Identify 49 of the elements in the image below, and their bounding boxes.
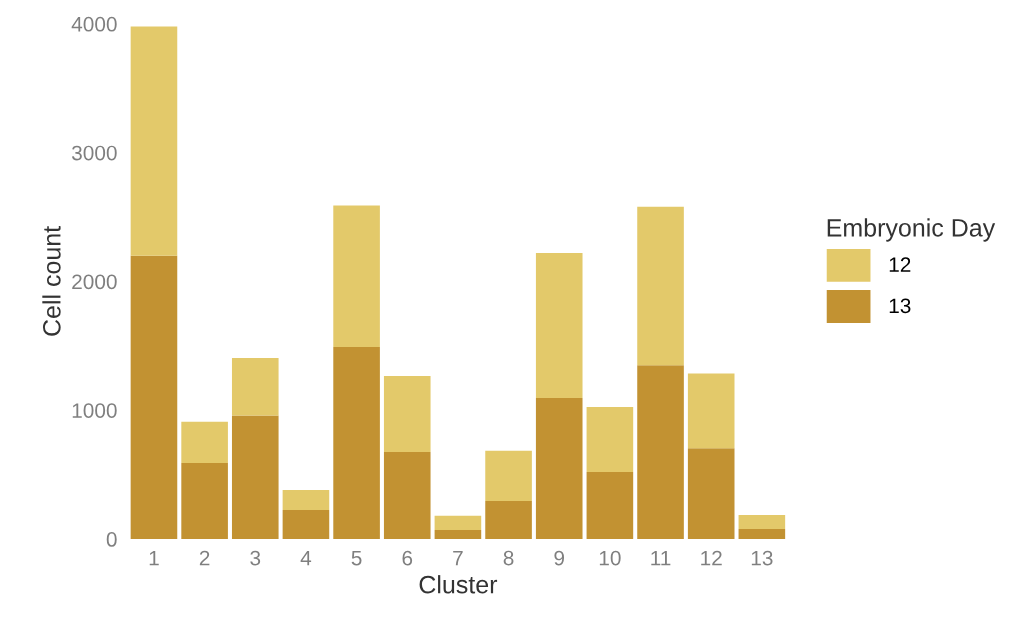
bar	[383, 376, 431, 453]
y-tick-label: 4000	[71, 16, 117, 32]
bar	[738, 528, 786, 540]
x-tick-label: 10	[599, 550, 621, 566]
x-tick-label: 1	[149, 550, 159, 566]
bar	[687, 373, 735, 449]
bar	[282, 490, 330, 511]
y-tick-label: 3000	[71, 145, 117, 161]
x-tick-label: 6	[402, 550, 413, 566]
bar	[231, 358, 279, 416]
x-tick-label: 11	[651, 550, 671, 566]
x-tick-label: 13	[751, 550, 773, 566]
x-tick-label: 9	[554, 550, 565, 566]
bar	[231, 415, 279, 540]
bar	[485, 501, 532, 540]
legend-title: Embryonic Day	[827, 218, 996, 242]
bar	[535, 253, 583, 398]
bar	[333, 347, 380, 540]
bar	[434, 530, 482, 540]
legend-label: 13	[889, 298, 911, 314]
bar	[586, 472, 634, 540]
x-tick-label: 3	[250, 550, 261, 566]
x-tick-label: 7	[453, 550, 463, 566]
x-tick-label: 5	[351, 550, 362, 566]
bar	[130, 255, 178, 540]
x-tick-label: 12	[701, 550, 722, 566]
y-tick-label: 1000	[72, 403, 117, 418]
bar	[637, 206, 684, 366]
bar	[181, 421, 228, 464]
legend-label: 12	[889, 257, 911, 272]
bar	[333, 205, 380, 348]
x-tick-label: 2	[199, 550, 210, 566]
bar	[485, 450, 532, 502]
bar	[434, 515, 482, 531]
bar	[687, 448, 735, 540]
x-tick-label: 8	[503, 550, 514, 566]
bar	[738, 515, 786, 529]
bar	[586, 407, 634, 473]
bar	[535, 397, 583, 540]
bar	[637, 365, 684, 540]
bar	[282, 510, 330, 540]
y-tick-label: 2000	[72, 274, 117, 290]
bar	[130, 26, 178, 256]
y-tick-label: 0	[106, 532, 117, 547]
bar	[181, 463, 228, 540]
x-tick-label: 4	[300, 550, 312, 566]
bar	[383, 452, 431, 540]
x-axis-title: Cluster	[419, 575, 498, 594]
y-axis-title: Cell count	[42, 226, 61, 336]
